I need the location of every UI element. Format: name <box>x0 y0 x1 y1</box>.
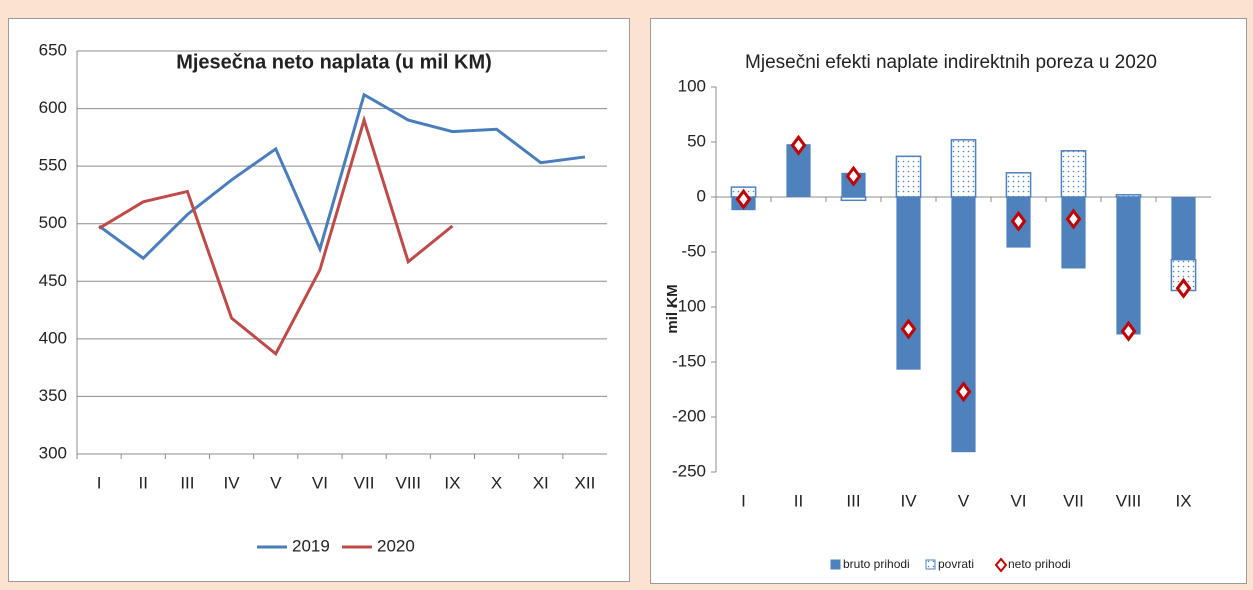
x-tick-label: IX <box>1175 491 1191 510</box>
line-series <box>98 92 586 261</box>
y-tick-label: -250 <box>672 461 706 480</box>
marker <box>1010 210 1027 232</box>
x-tick-label: II <box>794 491 803 510</box>
marker <box>1065 208 1082 230</box>
marker <box>845 165 862 187</box>
x-tick-label: X <box>491 473 502 492</box>
y-tick-label: 650 <box>39 40 67 59</box>
y-tick-label: 50 <box>687 131 706 150</box>
marker <box>735 188 752 210</box>
chart-title: Mjesečni efekti naplate indirektnih pore… <box>745 52 1157 73</box>
x-tick-label: IX <box>444 473 460 492</box>
y-tick-label: 400 <box>39 328 67 347</box>
y-tick-label: -100 <box>672 296 706 315</box>
y-tick-label: -150 <box>672 351 706 370</box>
x-tick-label: IV <box>224 473 241 492</box>
bar-povrati <box>1115 194 1142 198</box>
legend-label: 2020 <box>377 536 415 555</box>
y-tick-label: 550 <box>39 156 67 175</box>
marker <box>955 381 972 403</box>
x-tick-label: V <box>270 473 282 492</box>
legend-label: bruto prihodi <box>843 557 910 571</box>
y-tick-label: 300 <box>39 443 67 462</box>
x-tick-label: II <box>139 473 148 492</box>
x-tick-label: VIII <box>1116 491 1142 510</box>
x-tick-label: I <box>741 491 746 510</box>
y-axis-label: mil KM <box>664 284 681 333</box>
legend-swatch <box>925 559 936 570</box>
line-chart: Mjesečna neto naplata (u mil KM) 300 350 4… <box>39 40 607 555</box>
bar <box>896 197 921 370</box>
bar-chart: Mjesečni efekti naplate indirektnih pore… <box>664 52 1211 573</box>
bar-povrati <box>1005 172 1032 198</box>
legend-swatch <box>830 559 841 570</box>
marker <box>900 318 917 340</box>
bar <box>1171 197 1196 260</box>
y-tick-label: 0 <box>697 186 706 205</box>
y-tick-label: 500 <box>39 213 67 232</box>
y-tick-label: 450 <box>39 271 67 290</box>
x-tick-label: XI <box>533 473 549 492</box>
legend-swatch <box>994 557 1008 573</box>
x-tick-label: VII <box>354 473 375 492</box>
line-panel: Mjesečna neto naplata (u mil KM) 300 350 4… <box>8 18 630 582</box>
y-tick-label: 100 <box>678 76 706 95</box>
x-tick-label: V <box>958 491 970 510</box>
y-tick-label: 350 <box>39 386 67 405</box>
x-tick-label: I <box>97 473 102 492</box>
bar-povrati <box>895 155 922 198</box>
x-tick-label: IV <box>900 491 917 510</box>
x-tick-label: VIII <box>395 473 421 492</box>
x-tick-label: VI <box>312 473 328 492</box>
legend-label: 2019 <box>292 536 330 555</box>
bar-povrati <box>1060 150 1087 198</box>
y-tick-label: -50 <box>681 241 706 260</box>
x-tick-label: XII <box>575 473 596 492</box>
bar <box>1061 197 1086 269</box>
bar <box>1116 197 1141 335</box>
x-tick-label: VII <box>1063 491 1084 510</box>
bar <box>951 197 976 453</box>
bar-povrati <box>950 139 977 198</box>
marker <box>1120 320 1137 342</box>
chart-title: Mjesečna neto naplata (u mil KM) <box>176 51 492 73</box>
y-tick-label: -200 <box>672 406 706 425</box>
y-tick-label: 600 <box>39 98 67 117</box>
bar-panel: Mjesečni efekti naplate indirektnih pore… <box>650 18 1247 584</box>
x-tick-label: III <box>846 491 860 510</box>
x-tick-label: VI <box>1010 491 1026 510</box>
marker <box>1175 277 1192 299</box>
marker <box>790 134 807 156</box>
legend-label: povrati <box>938 557 974 571</box>
line-series <box>98 114 454 357</box>
x-tick-label: III <box>180 473 194 492</box>
legend-label: neto prihodi <box>1008 557 1071 571</box>
bar-povrati <box>840 196 867 202</box>
